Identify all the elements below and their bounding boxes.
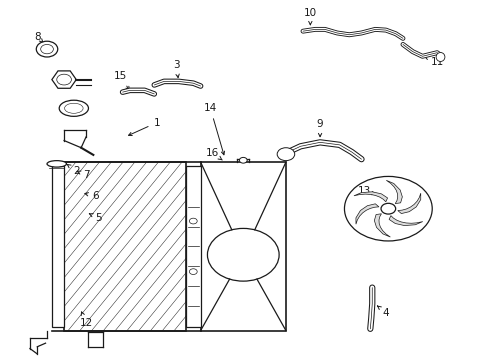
Ellipse shape bbox=[59, 100, 88, 116]
Bar bbox=[185, 166, 200, 327]
Bar bbox=[200, 162, 285, 330]
Polygon shape bbox=[397, 193, 420, 213]
Text: 13: 13 bbox=[357, 186, 375, 196]
Polygon shape bbox=[355, 204, 378, 224]
Text: 14: 14 bbox=[203, 103, 224, 155]
Circle shape bbox=[36, 41, 58, 57]
Circle shape bbox=[57, 74, 71, 85]
Bar bbox=[52, 166, 64, 327]
Circle shape bbox=[380, 203, 395, 214]
Circle shape bbox=[189, 218, 197, 224]
Text: 11: 11 bbox=[424, 57, 443, 67]
Text: 10: 10 bbox=[303, 8, 316, 25]
Text: 6: 6 bbox=[85, 191, 99, 201]
Polygon shape bbox=[374, 214, 389, 237]
Ellipse shape bbox=[47, 161, 66, 167]
Ellipse shape bbox=[435, 53, 444, 62]
Polygon shape bbox=[388, 216, 422, 226]
Text: 3: 3 bbox=[173, 60, 179, 77]
Text: 5: 5 bbox=[89, 213, 102, 222]
Circle shape bbox=[277, 148, 294, 161]
Text: 9: 9 bbox=[316, 120, 323, 137]
Text: 4: 4 bbox=[377, 306, 388, 318]
Text: 16: 16 bbox=[206, 148, 222, 160]
Circle shape bbox=[189, 269, 197, 274]
Text: 8: 8 bbox=[34, 32, 43, 43]
Text: 1: 1 bbox=[128, 118, 160, 135]
Circle shape bbox=[239, 157, 246, 163]
Text: 2: 2 bbox=[67, 165, 80, 176]
Polygon shape bbox=[353, 192, 387, 202]
Polygon shape bbox=[386, 180, 402, 204]
Circle shape bbox=[41, 44, 53, 54]
Polygon shape bbox=[52, 71, 76, 88]
Text: 15: 15 bbox=[113, 71, 129, 90]
Ellipse shape bbox=[64, 103, 83, 113]
Text: 12: 12 bbox=[79, 312, 92, 328]
Bar bbox=[64, 162, 185, 330]
Circle shape bbox=[207, 228, 279, 281]
Text: 7: 7 bbox=[77, 170, 89, 180]
